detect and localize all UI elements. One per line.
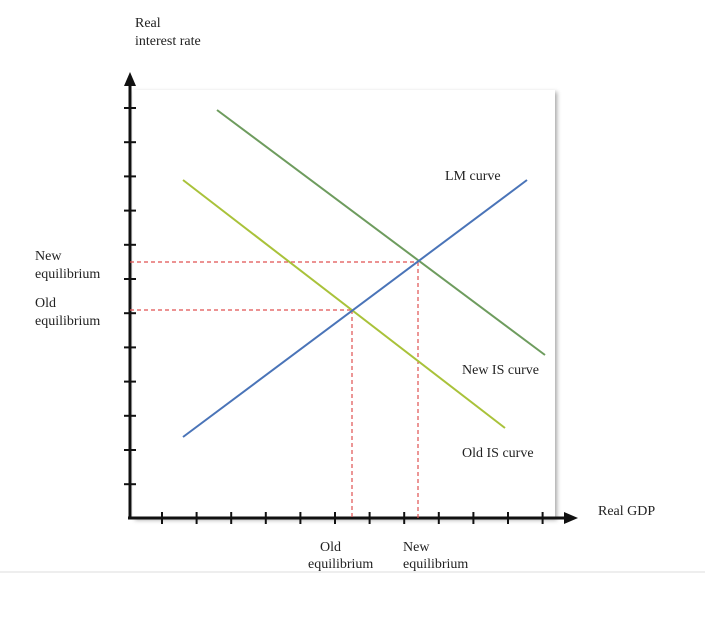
- x-arrow: [564, 512, 578, 524]
- x-marker: equilibrium: [308, 557, 373, 572]
- curve-label: LM curve: [445, 169, 501, 184]
- x-axis-label: Real GDP: [598, 504, 655, 519]
- curve-label: Old IS curve: [462, 446, 534, 461]
- lm-curve: [182, 179, 528, 438]
- x-marker: equilibrium: [403, 557, 468, 572]
- y-marker: New: [35, 249, 62, 264]
- y-axis-label: interest rate: [135, 34, 201, 49]
- x-marker: New: [403, 540, 430, 555]
- y-marker: equilibrium: [35, 314, 100, 329]
- x-marker: Old: [320, 540, 341, 555]
- y-arrow: [124, 72, 136, 86]
- old-is-curve: [182, 179, 506, 429]
- guides: [130, 261, 419, 518]
- y-marker: equilibrium: [35, 267, 100, 282]
- curve-label: New IS curve: [462, 363, 539, 378]
- new-is-curve: [216, 109, 546, 356]
- y-axis-label: Real: [135, 16, 161, 31]
- y-marker: Old: [35, 296, 56, 311]
